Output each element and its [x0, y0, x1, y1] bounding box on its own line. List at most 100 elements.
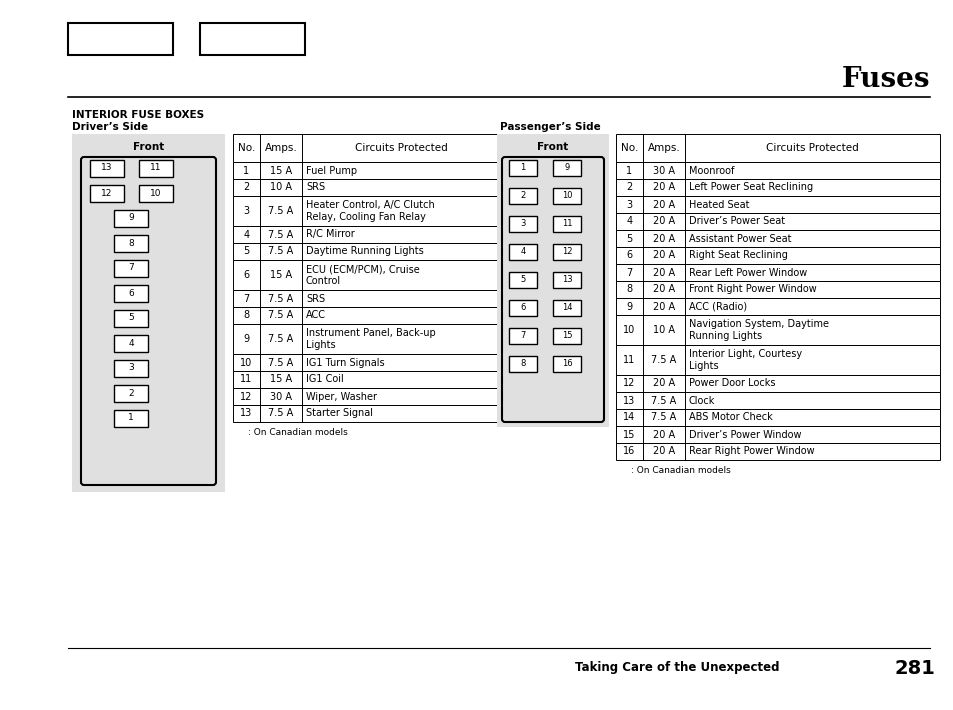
Text: 20 A: 20 A — [652, 251, 675, 261]
Bar — [233, 243, 499, 260]
Text: ECU (ECM/PCM), Cruise: ECU (ECM/PCM), Cruise — [306, 264, 419, 274]
Text: Driver’s Power Window: Driver’s Power Window — [688, 430, 801, 439]
Bar — [616, 392, 939, 409]
Text: 2: 2 — [626, 182, 632, 192]
Text: 4: 4 — [626, 217, 632, 226]
Bar — [616, 179, 939, 196]
Text: 281: 281 — [893, 658, 934, 677]
Bar — [509, 188, 537, 204]
Text: 3: 3 — [626, 200, 632, 209]
Text: ACC: ACC — [306, 310, 326, 320]
Bar — [616, 247, 939, 264]
Bar — [233, 405, 499, 422]
Text: 6: 6 — [519, 303, 525, 312]
Text: Rear Left Power Window: Rear Left Power Window — [688, 268, 806, 278]
Text: 7.5 A: 7.5 A — [268, 310, 294, 320]
Bar — [509, 272, 537, 288]
Text: 16: 16 — [561, 359, 572, 368]
Text: 1: 1 — [519, 163, 525, 173]
Text: 14: 14 — [622, 413, 635, 422]
Bar — [553, 216, 580, 232]
Text: Taking Care of the Unexpected: Taking Care of the Unexpected — [575, 662, 780, 674]
Text: Left Power Seat Reclining: Left Power Seat Reclining — [688, 182, 812, 192]
Bar — [233, 260, 499, 290]
Bar — [139, 160, 172, 177]
Text: 10: 10 — [622, 325, 635, 335]
Text: 7.5 A: 7.5 A — [268, 408, 294, 418]
Bar — [139, 185, 172, 202]
Text: 20 A: 20 A — [652, 302, 675, 312]
Text: 13: 13 — [240, 408, 253, 418]
Text: 8: 8 — [243, 310, 250, 320]
Bar — [616, 230, 939, 247]
Text: Rear Right Power Window: Rear Right Power Window — [688, 447, 814, 457]
FancyBboxPatch shape — [501, 157, 603, 422]
Text: 20 A: 20 A — [652, 234, 675, 244]
Text: 5: 5 — [243, 246, 250, 256]
Text: 15: 15 — [622, 430, 635, 439]
Text: 1: 1 — [128, 413, 133, 422]
Bar — [553, 356, 580, 372]
Text: 10 A: 10 A — [270, 182, 292, 192]
Text: 12: 12 — [561, 248, 572, 256]
Text: Interior Light, Courtesy: Interior Light, Courtesy — [688, 349, 801, 359]
Text: 2: 2 — [128, 388, 133, 398]
Text: 3: 3 — [243, 206, 250, 216]
Text: Power Door Locks: Power Door Locks — [688, 378, 775, 388]
Bar — [509, 300, 537, 316]
Text: 15 A: 15 A — [270, 374, 292, 385]
FancyBboxPatch shape — [81, 157, 215, 485]
Bar — [616, 264, 939, 281]
Text: 7.5 A: 7.5 A — [268, 334, 294, 344]
Bar — [616, 443, 939, 460]
Bar — [497, 134, 608, 427]
Text: 2: 2 — [519, 192, 525, 200]
Bar — [509, 216, 537, 232]
Bar — [616, 196, 939, 213]
Text: 9: 9 — [128, 214, 133, 222]
Text: 20 A: 20 A — [652, 268, 675, 278]
Text: 1: 1 — [243, 165, 250, 175]
Text: 7.5 A: 7.5 A — [268, 206, 294, 216]
Bar — [113, 410, 148, 427]
Bar — [233, 179, 499, 196]
Text: Clock: Clock — [688, 395, 715, 405]
Text: 11: 11 — [561, 219, 572, 229]
Text: 13: 13 — [622, 395, 635, 405]
Bar — [233, 324, 499, 354]
Text: 15 A: 15 A — [270, 165, 292, 175]
Bar — [509, 328, 537, 344]
Bar — [509, 356, 537, 372]
Text: SRS: SRS — [306, 293, 325, 303]
Text: 13: 13 — [101, 163, 112, 173]
Bar — [553, 328, 580, 344]
Bar — [553, 244, 580, 260]
Bar — [616, 345, 939, 375]
Text: 7: 7 — [626, 268, 632, 278]
Text: Amps.: Amps. — [264, 143, 297, 153]
Text: 4: 4 — [243, 229, 250, 239]
Bar — [616, 213, 939, 230]
Text: 7.5 A: 7.5 A — [268, 229, 294, 239]
Text: 8: 8 — [626, 285, 632, 295]
Bar — [616, 315, 939, 345]
Bar — [616, 375, 939, 392]
Text: 11: 11 — [150, 163, 162, 173]
Bar — [553, 160, 580, 176]
Bar — [233, 134, 499, 162]
Text: 15 A: 15 A — [270, 270, 292, 280]
Text: Starter Signal: Starter Signal — [306, 408, 373, 418]
Text: 6: 6 — [243, 270, 250, 280]
Text: : On Canadian models: : On Canadian models — [248, 428, 348, 437]
Text: No.: No. — [620, 143, 638, 153]
Text: Fuel Pump: Fuel Pump — [306, 165, 356, 175]
Bar — [90, 185, 124, 202]
Bar — [616, 298, 939, 315]
Text: 7: 7 — [243, 293, 250, 303]
Bar — [616, 134, 939, 162]
Bar — [233, 196, 499, 226]
Text: Lights: Lights — [688, 361, 718, 371]
Bar — [233, 162, 499, 179]
Bar — [200, 23, 305, 55]
Text: No.: No. — [237, 143, 254, 153]
